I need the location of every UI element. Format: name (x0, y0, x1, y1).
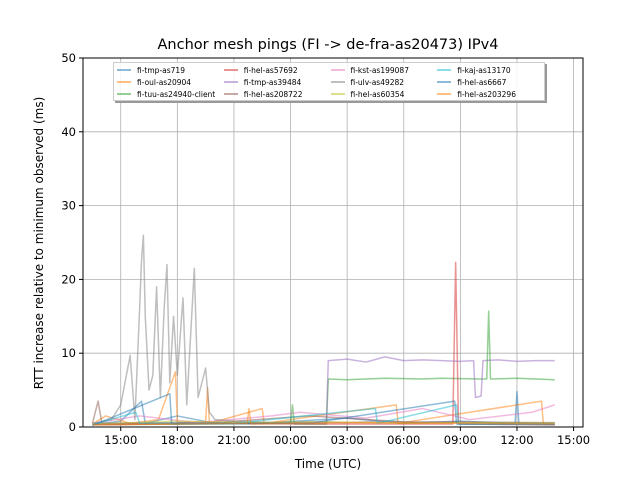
legend-swatch (330, 69, 345, 71)
series-line-fi-kst-as199087 (92, 404, 555, 425)
legend-swatch (223, 81, 238, 83)
x-tick-label: 21:00 (217, 433, 250, 447)
legend-item: fi-kaj-as13170 (437, 64, 544, 76)
legend-swatch (437, 69, 452, 71)
series-line-fi-tmp-as39484 (92, 356, 555, 425)
series-line-fi-hel-as60354 (92, 420, 555, 425)
series-line-fi-kaj-as13170 (92, 404, 555, 426)
legend-label: fi-hel-as57692 (243, 65, 298, 75)
x-tick-label: 18:00 (161, 433, 194, 447)
legend-label: fi-hel-as6667 (457, 77, 507, 87)
y-tick-label: 20 (61, 272, 76, 286)
series-line-fi-tuu-as24940-client (92, 310, 555, 426)
legend-item: fi-hel-as60354 (330, 88, 438, 100)
legend-item: fi-tmp-as39484 (223, 76, 331, 88)
legend-swatch (223, 93, 238, 95)
legend-swatch (117, 69, 131, 71)
legend-item: fi-tuu-as24940-client (117, 88, 224, 100)
legend-item: fi-hel-as208722 (223, 88, 331, 100)
y-tick-label: 0 (69, 420, 76, 434)
x-tick-label: 12:00 (500, 433, 533, 447)
legend-swatch (330, 81, 345, 83)
legend-item: fi-hel-as6667 (437, 76, 544, 88)
legend-item: fi-oul-as20904 (117, 76, 224, 88)
legend-label: fi-tmp-as39484 (243, 77, 302, 87)
legend-label: fi-kst-as199087 (350, 65, 409, 75)
series-line-fi-hel-as57692 (92, 261, 555, 426)
legend-item: fi-ulv-as49282 (330, 76, 438, 88)
x-tick-label: 15:00 (104, 433, 137, 447)
y-tick-label: 40 (61, 125, 76, 139)
legend-label: fi-kaj-as13170 (457, 65, 511, 75)
x-tick-label: 03:00 (331, 433, 364, 447)
axes-frame (82, 57, 584, 428)
x-tick-label: 09:00 (444, 433, 477, 447)
y-tick-label: 10 (61, 346, 76, 360)
x-tick-label: 00:00 (274, 433, 307, 447)
x-axis-label: Time (UTC) (294, 457, 361, 471)
legend-item: fi-hel-as57692 (223, 64, 331, 76)
legend-item: fi-kst-as199087 (330, 64, 438, 76)
legend: fi-tmp-as719 fi-oul-as20904 fi-tuu-as24940… (113, 62, 545, 101)
legend-label: fi-hel-as60354 (350, 89, 405, 99)
legend-label: fi-oul-as20904 (137, 77, 192, 87)
series-line-fi-ulv-as49282 (92, 234, 555, 425)
legend-item: fi-tmp-as719 (117, 64, 224, 76)
legend-label: fi-tuu-as24940-client (137, 89, 216, 99)
y-axis-label: RTT increase relative to minimum observe… (32, 97, 46, 390)
legend-swatch (437, 81, 452, 83)
legend-label: fi-ulv-as49282 (350, 77, 405, 87)
legend-swatch (223, 69, 238, 71)
legend-label: fi-tmp-as719 (137, 65, 185, 75)
legend-swatch (437, 93, 452, 95)
x-tick-label: 06:00 (387, 433, 420, 447)
legend-item: fi-hel-as203296 (437, 88, 544, 100)
legend-swatch (117, 81, 131, 83)
legend-label: fi-hel-as208722 (243, 89, 303, 99)
y-tick-label: 50 (61, 51, 76, 65)
legend-swatch (117, 93, 131, 95)
y-tick-label: 30 (61, 199, 76, 213)
x-tick-label: 15:00 (557, 433, 590, 447)
chart-title: Anchor mesh pings (FI -> de-fra-as20473)… (158, 37, 499, 53)
legend-swatch (330, 93, 345, 95)
legend-label: fi-hel-as203296 (457, 89, 516, 99)
series-line-fi-hel-as203296 (92, 407, 555, 426)
